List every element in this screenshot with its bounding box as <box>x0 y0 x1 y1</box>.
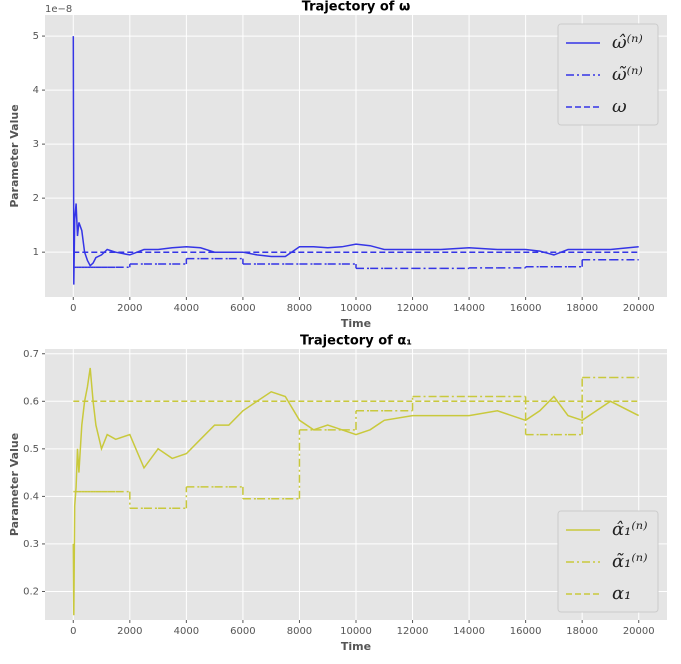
chart-title: Trajectory of ω <box>302 0 411 15</box>
y-axis-label: Parameter Value <box>8 104 21 207</box>
y-axis-label: Parameter Value <box>8 433 21 536</box>
legend-label: ω̃⁽ⁿ⁾ <box>612 64 643 85</box>
x-tick-label: 16000 <box>510 626 542 637</box>
x-tick-label: 10000 <box>340 626 372 637</box>
series-line <box>72 367 640 616</box>
y-tick-label: 0.4 <box>23 491 39 502</box>
y-tick-label: 5 <box>33 31 39 42</box>
x-tick-label: 6000 <box>230 626 255 637</box>
y-tick-label: 0.2 <box>23 586 39 597</box>
legend-label: α̂₁⁽ⁿ⁾ <box>612 519 648 540</box>
x-tick-label: 12000 <box>397 626 429 637</box>
x-tick-label: 2000 <box>117 303 142 314</box>
y-tick-label: 2 <box>33 193 39 204</box>
y-tick-label: 1 <box>33 247 39 258</box>
legend-label: α̃₁⁽ⁿ⁾ <box>612 551 648 572</box>
y-tick-label: 0.3 <box>23 539 39 550</box>
y-tick-label: 0.6 <box>23 396 39 407</box>
y-tick-label: 3 <box>33 139 39 150</box>
x-tick-label: 6000 <box>230 303 255 314</box>
x-tick-label: 4000 <box>174 303 199 314</box>
x-tick-label: 12000 <box>397 303 429 314</box>
legend-label: ω̂⁽ⁿ⁾ <box>612 32 643 53</box>
x-tick-label: 20000 <box>623 303 655 314</box>
offset-text: 1e−8 <box>45 4 72 15</box>
x-tick-label: 0 <box>70 303 76 314</box>
legend-label: ω <box>612 96 627 117</box>
y-tick-label: 4 <box>33 85 39 96</box>
x-tick-label: 2000 <box>117 626 142 637</box>
legend-label: α₁ <box>612 583 631 604</box>
x-tick-label: 0 <box>70 626 76 637</box>
y-tick-label: 0.7 <box>23 349 39 360</box>
x-tick-label: 8000 <box>287 303 312 314</box>
x-tick-label: 16000 <box>510 303 542 314</box>
x-tick-label: 8000 <box>287 626 312 637</box>
x-tick-label: 10000 <box>340 303 372 314</box>
chart-title: Trajectory of α₁ <box>300 334 412 349</box>
legend-box <box>557 510 659 613</box>
x-tick-label: 14000 <box>453 303 485 314</box>
x-tick-label: 14000 <box>453 626 485 637</box>
x-axis-label: Time <box>341 640 371 653</box>
x-tick-label: 20000 <box>623 626 655 637</box>
x-tick-label: 18000 <box>566 303 598 314</box>
legend-box <box>557 23 659 126</box>
x-axis-label: Time <box>341 317 371 330</box>
y-tick-label: 0.5 <box>23 444 39 455</box>
x-tick-label: 4000 <box>174 626 199 637</box>
x-tick-label: 18000 <box>566 626 598 637</box>
